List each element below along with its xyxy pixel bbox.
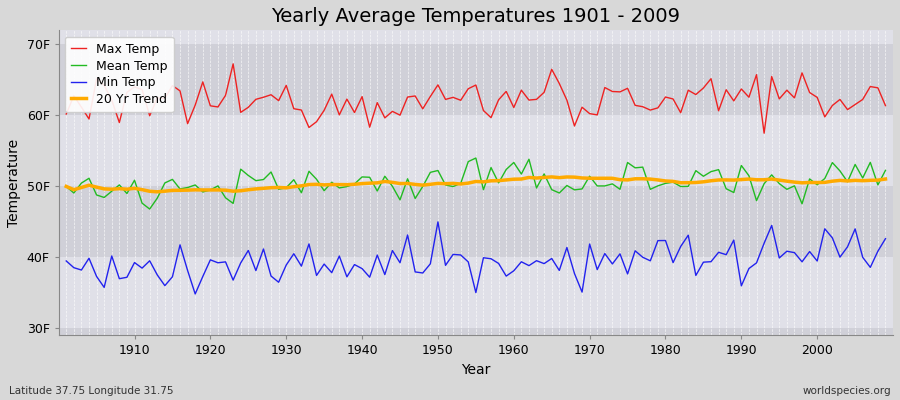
Max Temp — [880, 103, 891, 108]
Max Temp — [508, 105, 519, 110]
Min Temp — [433, 220, 444, 224]
Max Temp — [228, 62, 238, 66]
Title: Yearly Average Temperatures 1901 - 2009: Yearly Average Temperatures 1901 - 2009 — [272, 7, 680, 26]
Min Temp — [190, 292, 201, 296]
Min Temp — [296, 264, 307, 268]
20 Yr Trend — [508, 177, 519, 182]
Mean Temp — [516, 172, 526, 176]
Text: worldspecies.org: worldspecies.org — [803, 386, 891, 396]
Line: Max Temp: Max Temp — [67, 64, 886, 133]
Max Temp — [607, 89, 617, 94]
Mean Temp — [471, 156, 482, 160]
20 Yr Trend — [341, 182, 352, 187]
Legend: Max Temp, Mean Temp, Min Temp, 20 Yr Trend: Max Temp, Mean Temp, Min Temp, 20 Yr Tre… — [65, 36, 174, 112]
Mean Temp — [524, 157, 535, 162]
Text: Latitude 37.75 Longitude 31.75: Latitude 37.75 Longitude 31.75 — [9, 386, 174, 396]
Mean Temp — [144, 207, 155, 212]
Min Temp — [341, 274, 352, 279]
Min Temp — [880, 236, 891, 241]
X-axis label: Year: Year — [461, 363, 491, 377]
Max Temp — [122, 90, 132, 95]
Bar — [58, 257, 893, 328]
Bar — [58, 30, 893, 44]
Line: 20 Yr Trend: 20 Yr Trend — [67, 177, 886, 192]
Y-axis label: Temperature: Temperature — [7, 139, 21, 227]
20 Yr Trend — [61, 184, 72, 189]
Min Temp — [61, 258, 72, 263]
Bar — [58, 116, 893, 186]
Line: Min Temp: Min Temp — [67, 222, 886, 294]
20 Yr Trend — [880, 177, 891, 182]
Mean Temp — [341, 184, 352, 189]
Mean Temp — [296, 190, 307, 195]
Mean Temp — [122, 191, 132, 196]
Min Temp — [615, 252, 626, 256]
Max Temp — [341, 97, 352, 102]
Max Temp — [759, 131, 769, 136]
Mean Temp — [61, 184, 72, 189]
20 Yr Trend — [152, 190, 163, 194]
Line: Mean Temp: Mean Temp — [67, 158, 886, 209]
20 Yr Trend — [546, 174, 557, 179]
Mean Temp — [880, 168, 891, 173]
Max Temp — [516, 88, 526, 92]
Min Temp — [516, 259, 526, 264]
Min Temp — [122, 275, 132, 280]
20 Yr Trend — [615, 177, 626, 182]
Min Temp — [524, 263, 535, 268]
Max Temp — [61, 112, 72, 116]
20 Yr Trend — [122, 187, 132, 192]
Mean Temp — [615, 187, 626, 192]
20 Yr Trend — [516, 177, 526, 182]
Max Temp — [296, 108, 307, 112]
20 Yr Trend — [296, 184, 307, 188]
